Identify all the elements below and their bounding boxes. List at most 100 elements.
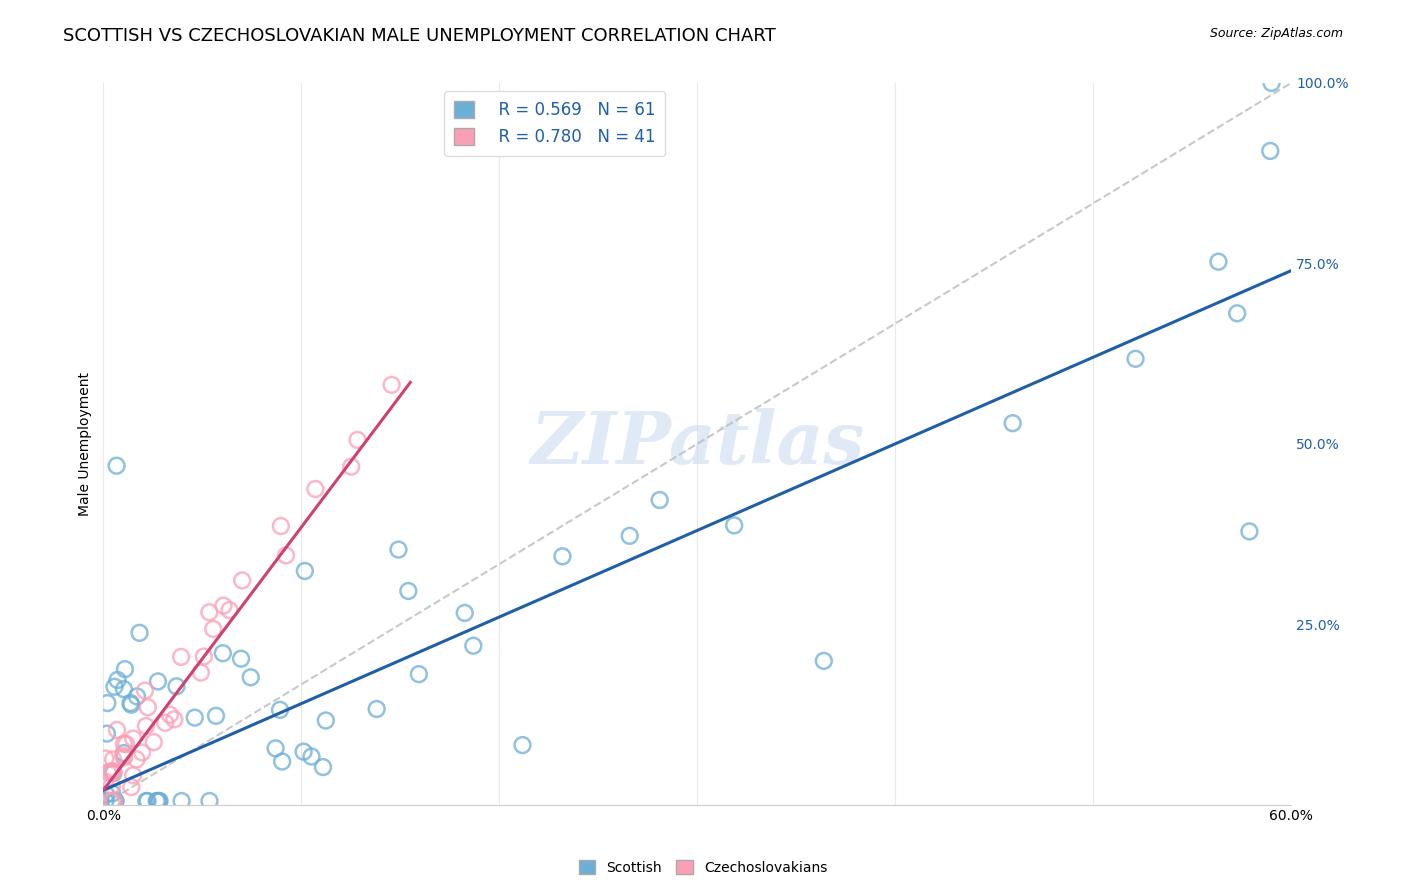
Point: [145, 794, 167, 808]
Point: [120, 780, 142, 794]
Point: [212, 599, 235, 613]
Point: [96, 788, 118, 802]
Point: [100, 794, 122, 808]
Point: [396, 584, 419, 599]
Point: [813, 654, 835, 668]
Point: [120, 696, 142, 710]
Point: [1208, 254, 1230, 268]
Point: [105, 723, 128, 737]
Point: [97, 765, 120, 780]
Point: [205, 708, 228, 723]
Point: [198, 605, 221, 619]
Point: [103, 764, 125, 779]
Point: [94, 794, 117, 808]
Point: [131, 746, 153, 760]
Point: [96, 696, 118, 710]
Point: [149, 794, 172, 808]
Point: [1001, 416, 1024, 430]
Point: [312, 760, 335, 774]
Point: [269, 703, 291, 717]
Point: [198, 794, 221, 808]
Point: [381, 377, 404, 392]
Point: [103, 766, 125, 780]
Point: [104, 794, 127, 808]
Point: [112, 746, 135, 760]
Point: [163, 712, 186, 726]
Point: [125, 752, 148, 766]
Text: ZIPatlas: ZIPatlas: [530, 409, 865, 479]
Point: [1125, 351, 1147, 366]
Point: [94, 774, 117, 789]
Point: [112, 682, 135, 697]
Point: [100, 764, 122, 778]
Point: [120, 698, 142, 712]
Point: [112, 750, 135, 764]
Point: [270, 519, 292, 533]
Point: [107, 673, 129, 687]
Text: Source: ZipAtlas.com: Source: ZipAtlas.com: [1209, 27, 1343, 40]
Point: [211, 646, 233, 660]
Point: [366, 702, 388, 716]
Point: [166, 679, 188, 693]
Point: [294, 564, 316, 578]
Y-axis label: Male Unemployment: Male Unemployment: [79, 372, 93, 516]
Point: [134, 683, 156, 698]
Point: [1258, 144, 1281, 158]
Point: [96, 726, 118, 740]
Point: [101, 778, 124, 792]
Point: [142, 735, 165, 749]
Point: [340, 459, 363, 474]
Point: [723, 518, 745, 533]
Point: [619, 529, 641, 543]
Legend:   R = 0.569   N = 61,   R = 0.780   N = 41: R = 0.569 N = 61, R = 0.780 N = 41: [444, 91, 665, 156]
Point: [170, 794, 193, 808]
Point: [105, 458, 128, 473]
Point: [159, 707, 181, 722]
Point: [148, 794, 170, 808]
Point: [136, 700, 159, 714]
Point: [112, 748, 135, 763]
Point: [408, 667, 430, 681]
Point: [135, 719, 157, 733]
Point: [122, 768, 145, 782]
Point: [101, 752, 124, 766]
Point: [136, 794, 159, 808]
Point: [193, 649, 215, 664]
Point: [103, 680, 125, 694]
Point: [128, 625, 150, 640]
Point: [114, 662, 136, 676]
Legend: Scottish, Czechoslovakians: Scottish, Czechoslovakians: [574, 855, 832, 880]
Point: [94, 751, 117, 765]
Point: [304, 482, 326, 496]
Point: [135, 794, 157, 808]
Point: [146, 794, 169, 808]
Text: SCOTTISH VS CZECHOSLOVAKIAN MALE UNEMPLOYMENT CORRELATION CHART: SCOTTISH VS CZECHOSLOVAKIAN MALE UNEMPLO…: [63, 27, 776, 45]
Point: [103, 794, 125, 808]
Point: [103, 794, 125, 808]
Point: [271, 755, 294, 769]
Point: [292, 745, 315, 759]
Point: [229, 651, 252, 665]
Point: [346, 433, 368, 447]
Point: [648, 493, 671, 508]
Point: [551, 549, 574, 564]
Point: [264, 741, 287, 756]
Point: [387, 542, 409, 557]
Point: [463, 639, 485, 653]
Point: [112, 737, 135, 751]
Point: [1260, 76, 1282, 90]
Point: [115, 737, 138, 751]
Point: [125, 690, 148, 704]
Point: [104, 794, 127, 808]
Point: [231, 574, 253, 588]
Point: [315, 714, 337, 728]
Point: [218, 603, 240, 617]
Point: [239, 670, 262, 684]
Point: [100, 765, 122, 780]
Point: [101, 786, 124, 800]
Point: [183, 710, 205, 724]
Point: [122, 731, 145, 746]
Point: [1226, 306, 1249, 320]
Point: [153, 715, 176, 730]
Point: [190, 665, 212, 680]
